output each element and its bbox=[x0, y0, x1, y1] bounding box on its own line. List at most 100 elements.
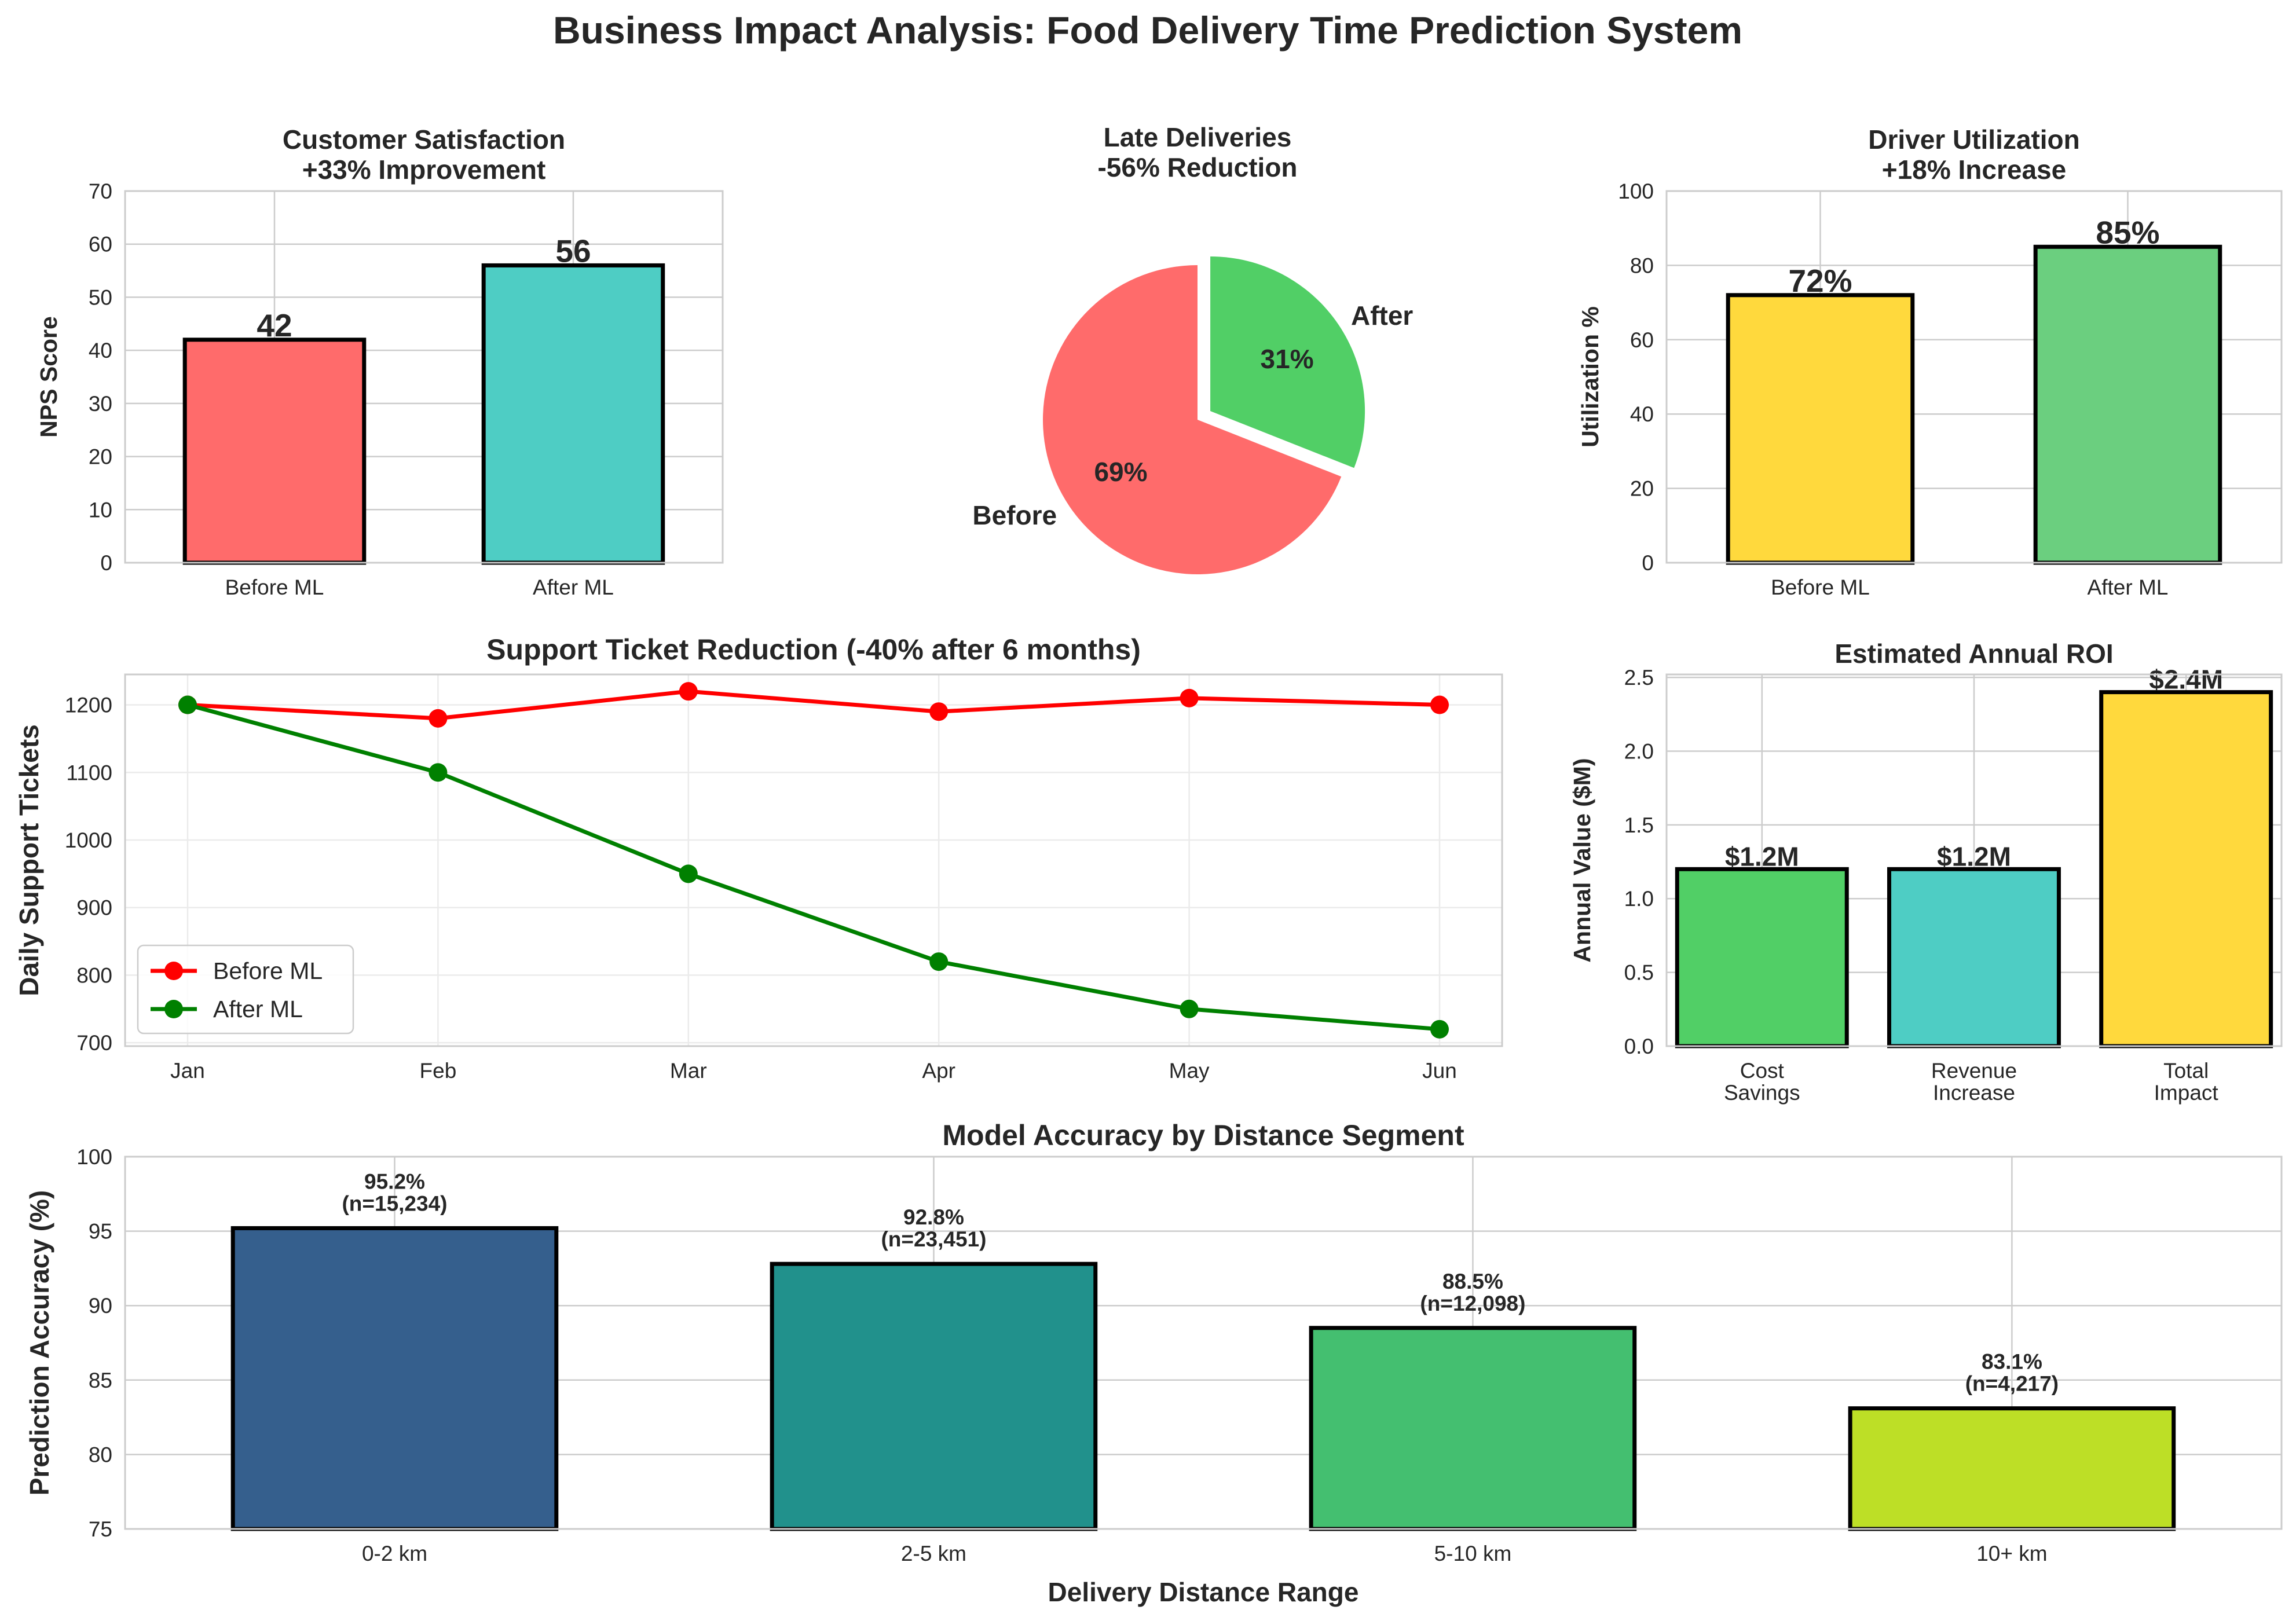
tickets-panel: 700 800 900 1000 1100 1200 Jan Feb Mar Apr May Jun B… bbox=[14, 633, 1503, 1083]
roi-xtick-0-line-1: Savings bbox=[1724, 1081, 1800, 1105]
roi-xtick-2-line-0: Total bbox=[2163, 1059, 2209, 1083]
util-title-line-0: Driver Utilization bbox=[1868, 124, 2080, 155]
roi-bar-1 bbox=[1887, 867, 2061, 1048]
late-label-0: Before bbox=[972, 500, 1057, 530]
roi-value-label-1: $1.2M bbox=[1937, 841, 2011, 871]
roi-ylabel: Annual Value ($M) bbox=[1569, 758, 1595, 962]
tickets-ytick-0: 700 bbox=[76, 1031, 112, 1055]
tickets-legend: Before ML After ML bbox=[137, 944, 354, 1035]
accuracy-xtick-1: 2-5 km bbox=[901, 1542, 966, 1565]
tickets-legend-marker-1 bbox=[164, 1000, 183, 1018]
tickets-legend-label-1: After ML bbox=[213, 996, 303, 1022]
late-slice-0 bbox=[1043, 265, 1342, 574]
util-ytick-2: 40 bbox=[1630, 402, 1654, 426]
nps-ytick-7: 70 bbox=[89, 179, 112, 203]
nps-title: Customer Satisfaction+33% Improvement bbox=[283, 124, 565, 185]
accuracy-bar-0 bbox=[230, 1226, 559, 1531]
late-label-1: After bbox=[1351, 300, 1413, 331]
late-title: Late Deliveries-56% Reduction bbox=[1097, 122, 1297, 182]
roi-ytick-1: 0.5 bbox=[1624, 961, 1654, 985]
accuracy-value-label-3-line-0: 83.1% bbox=[1982, 1350, 2042, 1374]
roi-xtick-2-line-1: Impact bbox=[2154, 1081, 2219, 1105]
tickets-series-1-point-5 bbox=[1430, 1019, 1449, 1039]
late-title-line-0: Late Deliveries bbox=[1104, 122, 1292, 152]
tickets-xtick-2: Mar bbox=[670, 1059, 707, 1083]
accuracy-title: Model Accuracy by Distance Segment bbox=[942, 1119, 1464, 1151]
tickets-ytick-3: 1000 bbox=[65, 828, 112, 852]
util-ytick-4: 80 bbox=[1630, 254, 1654, 277]
tickets-series-line-1 bbox=[187, 703, 1440, 1032]
tickets-title: Support Ticket Reduction (-40% after 6 m… bbox=[486, 633, 1141, 666]
tickets-series-0-point-4 bbox=[1180, 688, 1199, 707]
tickets-ytick-2: 900 bbox=[76, 896, 112, 920]
nps-ytick-6: 60 bbox=[89, 233, 112, 256]
late-pct-1: 31% bbox=[1261, 344, 1314, 374]
util-xtick-1: After ML bbox=[2088, 575, 2169, 599]
tickets-xtick-4: May bbox=[1169, 1059, 1210, 1083]
accuracy-ytick-1: 80 bbox=[89, 1443, 112, 1466]
accuracy-value-label-1-line-1: (n=23,451) bbox=[881, 1227, 986, 1251]
accuracy-value-label-1-line-0: 92.8% bbox=[903, 1205, 964, 1229]
late-slice-1 bbox=[1210, 256, 1365, 468]
util-ytick-3: 60 bbox=[1630, 328, 1654, 352]
accuracy-value-label-2: 88.5%(n=12,098) bbox=[1420, 1270, 1525, 1315]
util-value-label-0: 72% bbox=[1788, 263, 1852, 299]
nps-title-line-0: Customer Satisfaction bbox=[283, 124, 565, 155]
accuracy-value-label-3-line-1: (n=4,217) bbox=[1965, 1372, 2059, 1396]
accuracy-bar-3 bbox=[1848, 1406, 2176, 1531]
accuracy-value-label-0: 95.2%(n=15,234) bbox=[342, 1169, 447, 1215]
roi-ytick-4: 2.0 bbox=[1624, 739, 1654, 763]
roi-xtick-1-line-0: Revenue bbox=[1931, 1059, 2017, 1083]
roi-bar-2 bbox=[2099, 690, 2273, 1048]
tickets-series-0-point-5 bbox=[1430, 695, 1449, 714]
nps-bar-1 bbox=[481, 263, 665, 565]
nps-xtick-1: After ML bbox=[533, 575, 614, 599]
nps-ytick-2: 20 bbox=[89, 445, 112, 469]
tickets-legend-marker-0 bbox=[164, 962, 183, 980]
nps-ytick-0: 0 bbox=[100, 551, 112, 575]
tickets-series-1-point-1 bbox=[429, 763, 448, 782]
util-bar-1 bbox=[2033, 244, 2222, 565]
roi-value-label-0: $1.2M bbox=[1725, 841, 1799, 871]
accuracy-value-label-1: 92.8%(n=23,451) bbox=[881, 1205, 986, 1251]
util-bar-0 bbox=[1726, 293, 1915, 565]
nps-title-line-1: +33% Improvement bbox=[302, 155, 546, 185]
accuracy-ytick-2: 85 bbox=[89, 1369, 112, 1392]
roi-ytick-0: 0.0 bbox=[1624, 1035, 1654, 1058]
accuracy-xtick-0: 0-2 km bbox=[362, 1542, 427, 1565]
accuracy-value-label-2-line-0: 88.5% bbox=[1442, 1270, 1503, 1293]
tickets-frame bbox=[124, 673, 1503, 1047]
tickets-xtick-3: Apr bbox=[922, 1059, 955, 1083]
accuracy-frame bbox=[124, 1156, 2283, 1530]
roi-xtick-1-line-1: Increase bbox=[1933, 1081, 2015, 1105]
accuracy-value-label-3: 83.1%(n=4,217) bbox=[1965, 1350, 2059, 1396]
late-title-line-1: -56% Reduction bbox=[1097, 152, 1297, 182]
nps-ytick-4: 40 bbox=[89, 339, 112, 362]
util-value-label-1: 85% bbox=[2096, 214, 2159, 250]
util-ytick-1: 20 bbox=[1630, 477, 1654, 501]
tickets-ytick-4: 1100 bbox=[66, 761, 112, 784]
tickets-xtick-5: Jun bbox=[1422, 1059, 1457, 1083]
tickets-ytick-1: 800 bbox=[76, 963, 112, 987]
tickets-legend-label-0: Before ML bbox=[213, 958, 323, 984]
roi-ytick-3: 1.5 bbox=[1624, 813, 1654, 837]
tickets-series-0-point-3 bbox=[929, 702, 949, 721]
tickets-series-1-point-4 bbox=[1180, 999, 1199, 1018]
util-ytick-5: 100 bbox=[1618, 179, 1654, 203]
nps-frame bbox=[124, 190, 724, 564]
accuracy-value-label-0-line-0: 95.2% bbox=[364, 1169, 425, 1193]
tickets-series-1-point-2 bbox=[679, 864, 698, 883]
accuracy-bar-2 bbox=[1309, 1326, 1637, 1531]
accuracy-xlabel: Delivery Distance Range bbox=[1048, 1577, 1359, 1607]
nps-ylabel: NPS Score bbox=[35, 316, 62, 438]
accuracy-ytick-5: 100 bbox=[76, 1145, 112, 1169]
nps-ytick-5: 50 bbox=[89, 285, 112, 309]
accuracy-xtick-2: 5-10 km bbox=[1434, 1542, 1512, 1565]
roi-ytick-5: 2.5 bbox=[1624, 666, 1654, 690]
util-frame bbox=[1665, 190, 2283, 564]
